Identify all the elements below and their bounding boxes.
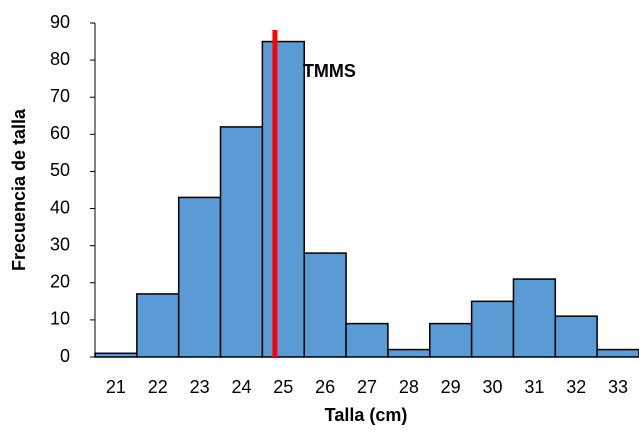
x-axis-title: Talla (cm): [325, 405, 408, 425]
bar: [219, 126, 264, 358]
x-tick-label: 24: [231, 377, 251, 397]
x-tick-label: 29: [441, 377, 461, 397]
y-tick-label: 40: [50, 197, 70, 217]
y-tick-label: 80: [50, 49, 70, 69]
bar: [303, 252, 347, 358]
x-tick-label: 30: [483, 377, 503, 397]
bar: [387, 348, 431, 358]
x-tick-label: 25: [273, 377, 293, 397]
x-tick-label: 26: [315, 377, 335, 397]
x-tick-label: 23: [190, 377, 210, 397]
bar: [470, 300, 515, 358]
bar: [94, 352, 138, 358]
x-tick-label: 31: [524, 377, 544, 397]
x-tick-label: 21: [106, 377, 126, 397]
y-tick-label: 90: [50, 12, 70, 32]
y-axis-title: Frecuencia de talla: [9, 108, 29, 271]
x-tick-label: 33: [608, 377, 628, 397]
bar: [596, 348, 639, 358]
x-tick-label: 27: [357, 377, 377, 397]
y-tick-label: 70: [50, 86, 70, 106]
bar: [429, 322, 473, 358]
bar: [261, 40, 305, 358]
x-tick-label: 22: [148, 377, 168, 397]
bar: [554, 315, 598, 358]
y-tick-label: 0: [60, 346, 70, 366]
y-tick-label: 10: [50, 309, 70, 329]
y-tick-label: 60: [50, 123, 70, 143]
bar: [136, 293, 180, 358]
y-tick-label: 50: [50, 160, 70, 180]
y-tick-label: 30: [50, 234, 70, 254]
x-tick-label: 28: [399, 377, 419, 397]
x-tick-label: 32: [566, 377, 586, 397]
y-tick-label: 20: [50, 272, 70, 292]
bar: [345, 322, 389, 358]
bar: [512, 278, 557, 358]
bar: [177, 196, 222, 358]
reference-label: TMMS: [303, 61, 356, 81]
